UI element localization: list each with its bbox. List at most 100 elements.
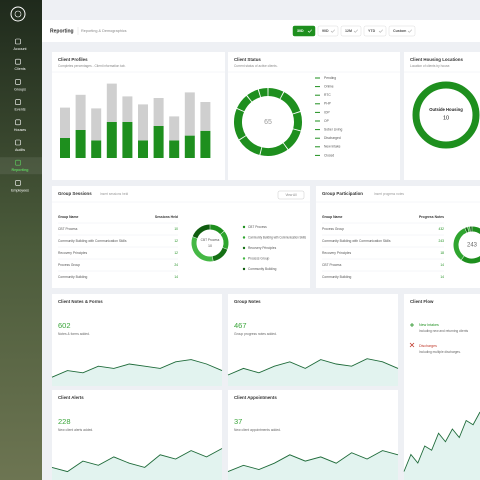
line: [51, 359, 223, 378]
flow-label: New Intakes: [419, 323, 439, 327]
bar: [169, 116, 180, 141]
nav-item[interactable]: Account: [14, 47, 27, 51]
top-bar: [42, 20, 480, 42]
column-header: Sessions Held: [155, 215, 178, 219]
bar: [153, 98, 164, 126]
donut-segment: [453, 228, 467, 260]
nav-item[interactable]: Houses: [14, 128, 26, 132]
line: [403, 411, 480, 472]
legend-label: Closed: [324, 153, 334, 157]
bar: [106, 122, 117, 158]
area-fill: [404, 412, 480, 480]
nav-item[interactable]: Employees: [11, 188, 29, 192]
flow-description: Including multiple discharges.: [419, 350, 461, 354]
row-name: Community Building: [58, 275, 87, 279]
bar: [138, 104, 148, 141]
row-value: 18: [440, 251, 444, 255]
legend-label: RTC: [324, 93, 331, 97]
flow-label: Discharges: [419, 344, 437, 348]
nav-icon: [15, 119, 21, 126]
nav-item[interactable]: Reporting: [12, 168, 29, 172]
view-all-button[interactable]: [277, 190, 305, 200]
row-name: Community Building with Communication Sk…: [322, 239, 391, 243]
area-fill: [52, 448, 222, 480]
donut-center-value: 10: [208, 244, 212, 248]
row-value: 14: [440, 263, 444, 267]
stat-description: Notes & forms added.: [58, 332, 90, 336]
card: [228, 52, 400, 180]
legend-marker: [242, 225, 246, 229]
bar: [75, 130, 86, 158]
legend-label: OP: [324, 119, 330, 123]
bar: [138, 140, 148, 158]
card-subtitle: Location of clients by house.: [410, 64, 450, 68]
range-button[interactable]: [317, 25, 339, 37]
nav-icon: [15, 180, 21, 186]
card-subtitle: Insert sessions held: [100, 192, 128, 196]
nav-icon: [15, 58, 21, 65]
legend-marker: [242, 236, 246, 239]
row-value: 243: [438, 239, 444, 243]
column-header: Progress Notes: [419, 215, 444, 219]
row-name: Process Group: [58, 263, 80, 267]
bar: [184, 92, 195, 136]
card-title: Client Profiles: [58, 57, 88, 62]
legend-label: PHP: [324, 102, 332, 106]
legend-label: Process Group: [248, 256, 269, 260]
nav-item[interactable]: Audits: [15, 148, 25, 152]
range-button[interactable]: [363, 25, 387, 37]
nav-item[interactable]: Clients: [15, 67, 26, 71]
check-icon: [307, 29, 313, 33]
range-button[interactable]: [292, 25, 316, 37]
legend-marker: [242, 267, 246, 271]
legend-label: Sober Living: [324, 127, 342, 131]
column-header: Group Name: [58, 215, 78, 219]
check-icon: [353, 29, 359, 33]
legend-label: Recovery Principles: [248, 246, 277, 250]
nav-item[interactable]: Groups: [14, 87, 26, 91]
donut-segment: [192, 224, 211, 239]
legend-label: IOP: [324, 110, 330, 114]
stat-description: New client appointments added.: [234, 428, 281, 432]
donut-segment: [210, 224, 224, 235]
range-button[interactable]: [388, 25, 416, 37]
legend-label: Community Building: [248, 267, 277, 271]
row-name: Community Building with Communication Sk…: [58, 239, 127, 243]
card-subtitle: Completes percentages - Client informati…: [58, 64, 126, 68]
x-icon: [409, 342, 415, 348]
line: [227, 358, 399, 376]
card-title: Group Sessions: [58, 191, 92, 196]
sidebar: [0, 0, 42, 480]
view-all-label[interactable]: View All: [285, 193, 296, 197]
stat-description: New client alerts added.: [58, 428, 93, 432]
donut-segment: [237, 95, 252, 112]
nav-item[interactable]: Events: [15, 108, 26, 112]
bar: [122, 122, 133, 158]
range-label[interactable]: YTD: [368, 29, 376, 33]
row-name: CBT Process: [58, 227, 78, 231]
bar: [122, 96, 133, 122]
card-subtitle: Current status of active clients.: [234, 64, 278, 68]
donut-ring: [412, 81, 480, 149]
donut-segment: [247, 89, 261, 102]
donut-segment: [239, 135, 262, 155]
row-value: 14: [440, 275, 444, 279]
nav-icon: [15, 38, 21, 45]
bar: [153, 126, 164, 158]
range-button[interactable]: [340, 25, 362, 37]
range-label[interactable]: 12M: [345, 29, 352, 33]
bar: [91, 140, 102, 158]
logo-inner: [14, 10, 22, 18]
range-label[interactable]: Custom: [393, 29, 406, 33]
stat-value: 467: [234, 321, 247, 330]
donut-segment: [292, 111, 302, 131]
donut-segment: [234, 108, 246, 140]
row-name: CBT Process: [322, 263, 342, 267]
legend-marker: [242, 246, 246, 250]
legend-label: Online: [324, 84, 334, 88]
bar: [184, 135, 195, 158]
range-label[interactable]: 30D: [297, 29, 304, 33]
range-label[interactable]: 90D: [322, 29, 329, 33]
row-value: 10: [174, 227, 178, 231]
bar: [200, 130, 211, 158]
